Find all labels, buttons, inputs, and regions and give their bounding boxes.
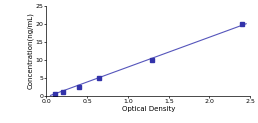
Y-axis label: Concentration(ng/mL): Concentration(ng/mL) — [28, 13, 34, 90]
X-axis label: Optical Density: Optical Density — [122, 106, 175, 112]
